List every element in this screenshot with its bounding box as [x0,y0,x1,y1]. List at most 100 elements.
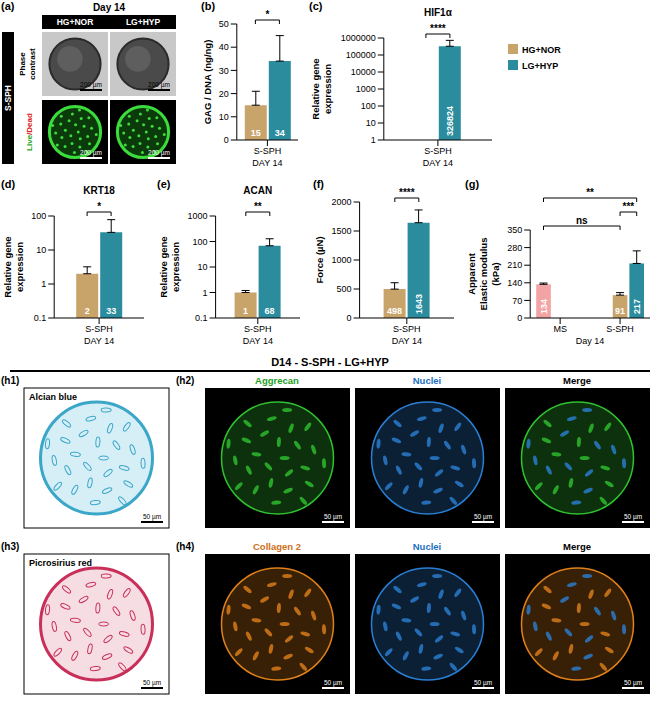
svg-text:10: 10 [198,262,208,272]
svg-text:(d): (d) [1,178,15,190]
svg-text:Relative gene: Relative gene [310,58,321,119]
svg-text:326824: 326824 [445,106,455,136]
svg-text:(b): (b) [201,0,215,12]
svg-text:(g): (g) [465,178,479,190]
svg-text:50 µm: 50 µm [474,513,492,521]
svg-text:210: 210 [507,260,522,270]
svg-text:(e): (e) [157,178,171,190]
svg-text:(a): (a) [1,0,15,12]
svg-text:(h1): (h1) [1,375,19,386]
svg-text:S-SPH: S-SPH [393,324,421,334]
svg-text:D14 - S-SPH - LG+HYP: D14 - S-SPH - LG+HYP [271,356,389,368]
svg-text:(kPa): (kPa) [490,262,501,285]
svg-text:10000: 10000 [351,67,376,77]
svg-text:Nuclei: Nuclei [413,541,442,552]
svg-text:Aggrecan: Aggrecan [255,375,299,386]
svg-text:200 µm: 200 µm [148,149,170,157]
svg-text:0: 0 [347,313,352,323]
svg-text:68: 68 [265,306,275,316]
svg-text:40: 40 [219,42,229,52]
svg-text:LG+HYP: LG+HYP [522,61,558,71]
svg-text:Force (µN): Force (µN) [314,236,325,283]
svg-text:Picrosirius red: Picrosirius red [29,558,92,568]
svg-text:expression: expression [14,242,25,292]
svg-text:1500: 1500 [332,226,352,236]
svg-text:Day 14: Day 14 [93,2,126,13]
svg-text:1: 1 [243,306,248,316]
svg-text:200 µm: 200 µm [80,81,102,89]
svg-text:20: 20 [219,89,229,99]
svg-text:2000: 2000 [332,197,352,207]
svg-text:****: **** [399,187,415,198]
svg-text:HG+NOR: HG+NOR [522,45,561,55]
svg-text:(h4): (h4) [176,541,194,552]
svg-text:200 µm: 200 µm [80,149,102,157]
svg-text:1000000: 1000000 [341,33,376,43]
svg-text:HIF1α: HIF1α [424,7,453,18]
svg-text:10: 10 [366,118,376,128]
svg-text:S-SPH: S-SPH [244,324,272,334]
svg-text:Relative gene: Relative gene [2,236,13,297]
svg-text:70: 70 [512,296,522,306]
svg-text:S-SPH: S-SPH [606,324,634,334]
svg-text:*: * [97,201,101,212]
svg-text:DAY 14: DAY 14 [423,158,453,168]
svg-text:DAY 14: DAY 14 [252,158,282,168]
svg-text:1000: 1000 [332,255,352,265]
svg-text:500: 500 [337,284,352,294]
svg-text:S-SPH: S-SPH [424,146,452,156]
svg-text:100: 100 [361,101,376,111]
svg-text:0: 0 [517,313,522,323]
svg-text:GAG / DNA (ng/ng): GAG / DNA (ng/ng) [202,40,213,125]
svg-text:S-SPH: S-SPH [254,146,282,156]
svg-text:1000: 1000 [188,211,208,221]
svg-text:30: 30 [219,66,229,76]
svg-text:91: 91 [615,306,625,316]
svg-text:expression: expression [170,242,181,292]
svg-text:Alcian blue: Alcian blue [29,392,77,402]
svg-text:ACAN: ACAN [243,185,272,196]
svg-text:Collagen 2: Collagen 2 [253,541,301,552]
svg-text:1: 1 [371,135,376,145]
svg-text:50 µm: 50 µm [624,679,642,687]
svg-text:Day 14: Day 14 [576,336,605,346]
svg-text:HG+NOR: HG+NOR [57,17,94,27]
svg-text:15: 15 [251,128,261,138]
svg-text:Merge: Merge [563,375,591,386]
svg-text:LG+HYP: LG+HYP [126,17,161,27]
svg-text:MS: MS [553,324,567,334]
svg-text:134: 134 [539,299,549,314]
svg-text:*: * [265,9,269,20]
svg-text:10: 10 [219,112,229,122]
svg-text:DAY 14: DAY 14 [392,336,422,346]
svg-text:**: ** [254,201,262,212]
svg-text:1: 1 [41,279,46,289]
svg-text:100: 100 [193,237,208,247]
svg-text:S-SPH: S-SPH [85,324,113,334]
svg-text:200 µm: 200 µm [148,81,170,89]
svg-text:Phase: Phase [18,52,27,76]
svg-text:expression: expression [322,64,333,114]
svg-text:50 µm: 50 µm [143,513,161,521]
svg-text:100000: 100000 [346,50,376,60]
svg-text:1643: 1643 [414,294,424,314]
svg-text:34: 34 [275,128,285,138]
svg-text:217: 217 [632,299,642,314]
svg-text:1000: 1000 [356,84,376,94]
svg-text:50 µm: 50 µm [143,679,161,687]
svg-text:ns: ns [576,215,588,226]
svg-text:Apparent: Apparent [466,252,477,295]
svg-text:DAY 14: DAY 14 [84,336,114,346]
svg-text:50 µm: 50 µm [474,679,492,687]
svg-text:(c): (c) [309,0,323,12]
svg-text:0.1: 0.1 [195,313,208,323]
svg-text:(f): (f) [313,178,324,190]
svg-text:Nuclei: Nuclei [413,375,442,386]
svg-text:S-SPH: S-SPH [3,85,13,111]
svg-text:DAY 14: DAY 14 [243,336,273,346]
svg-text:280: 280 [507,243,522,253]
svg-text:33: 33 [106,306,116,316]
svg-text:contrast: contrast [28,48,37,80]
svg-text:1: 1 [203,288,208,298]
svg-text:Elastic modulus: Elastic modulus [478,238,489,311]
